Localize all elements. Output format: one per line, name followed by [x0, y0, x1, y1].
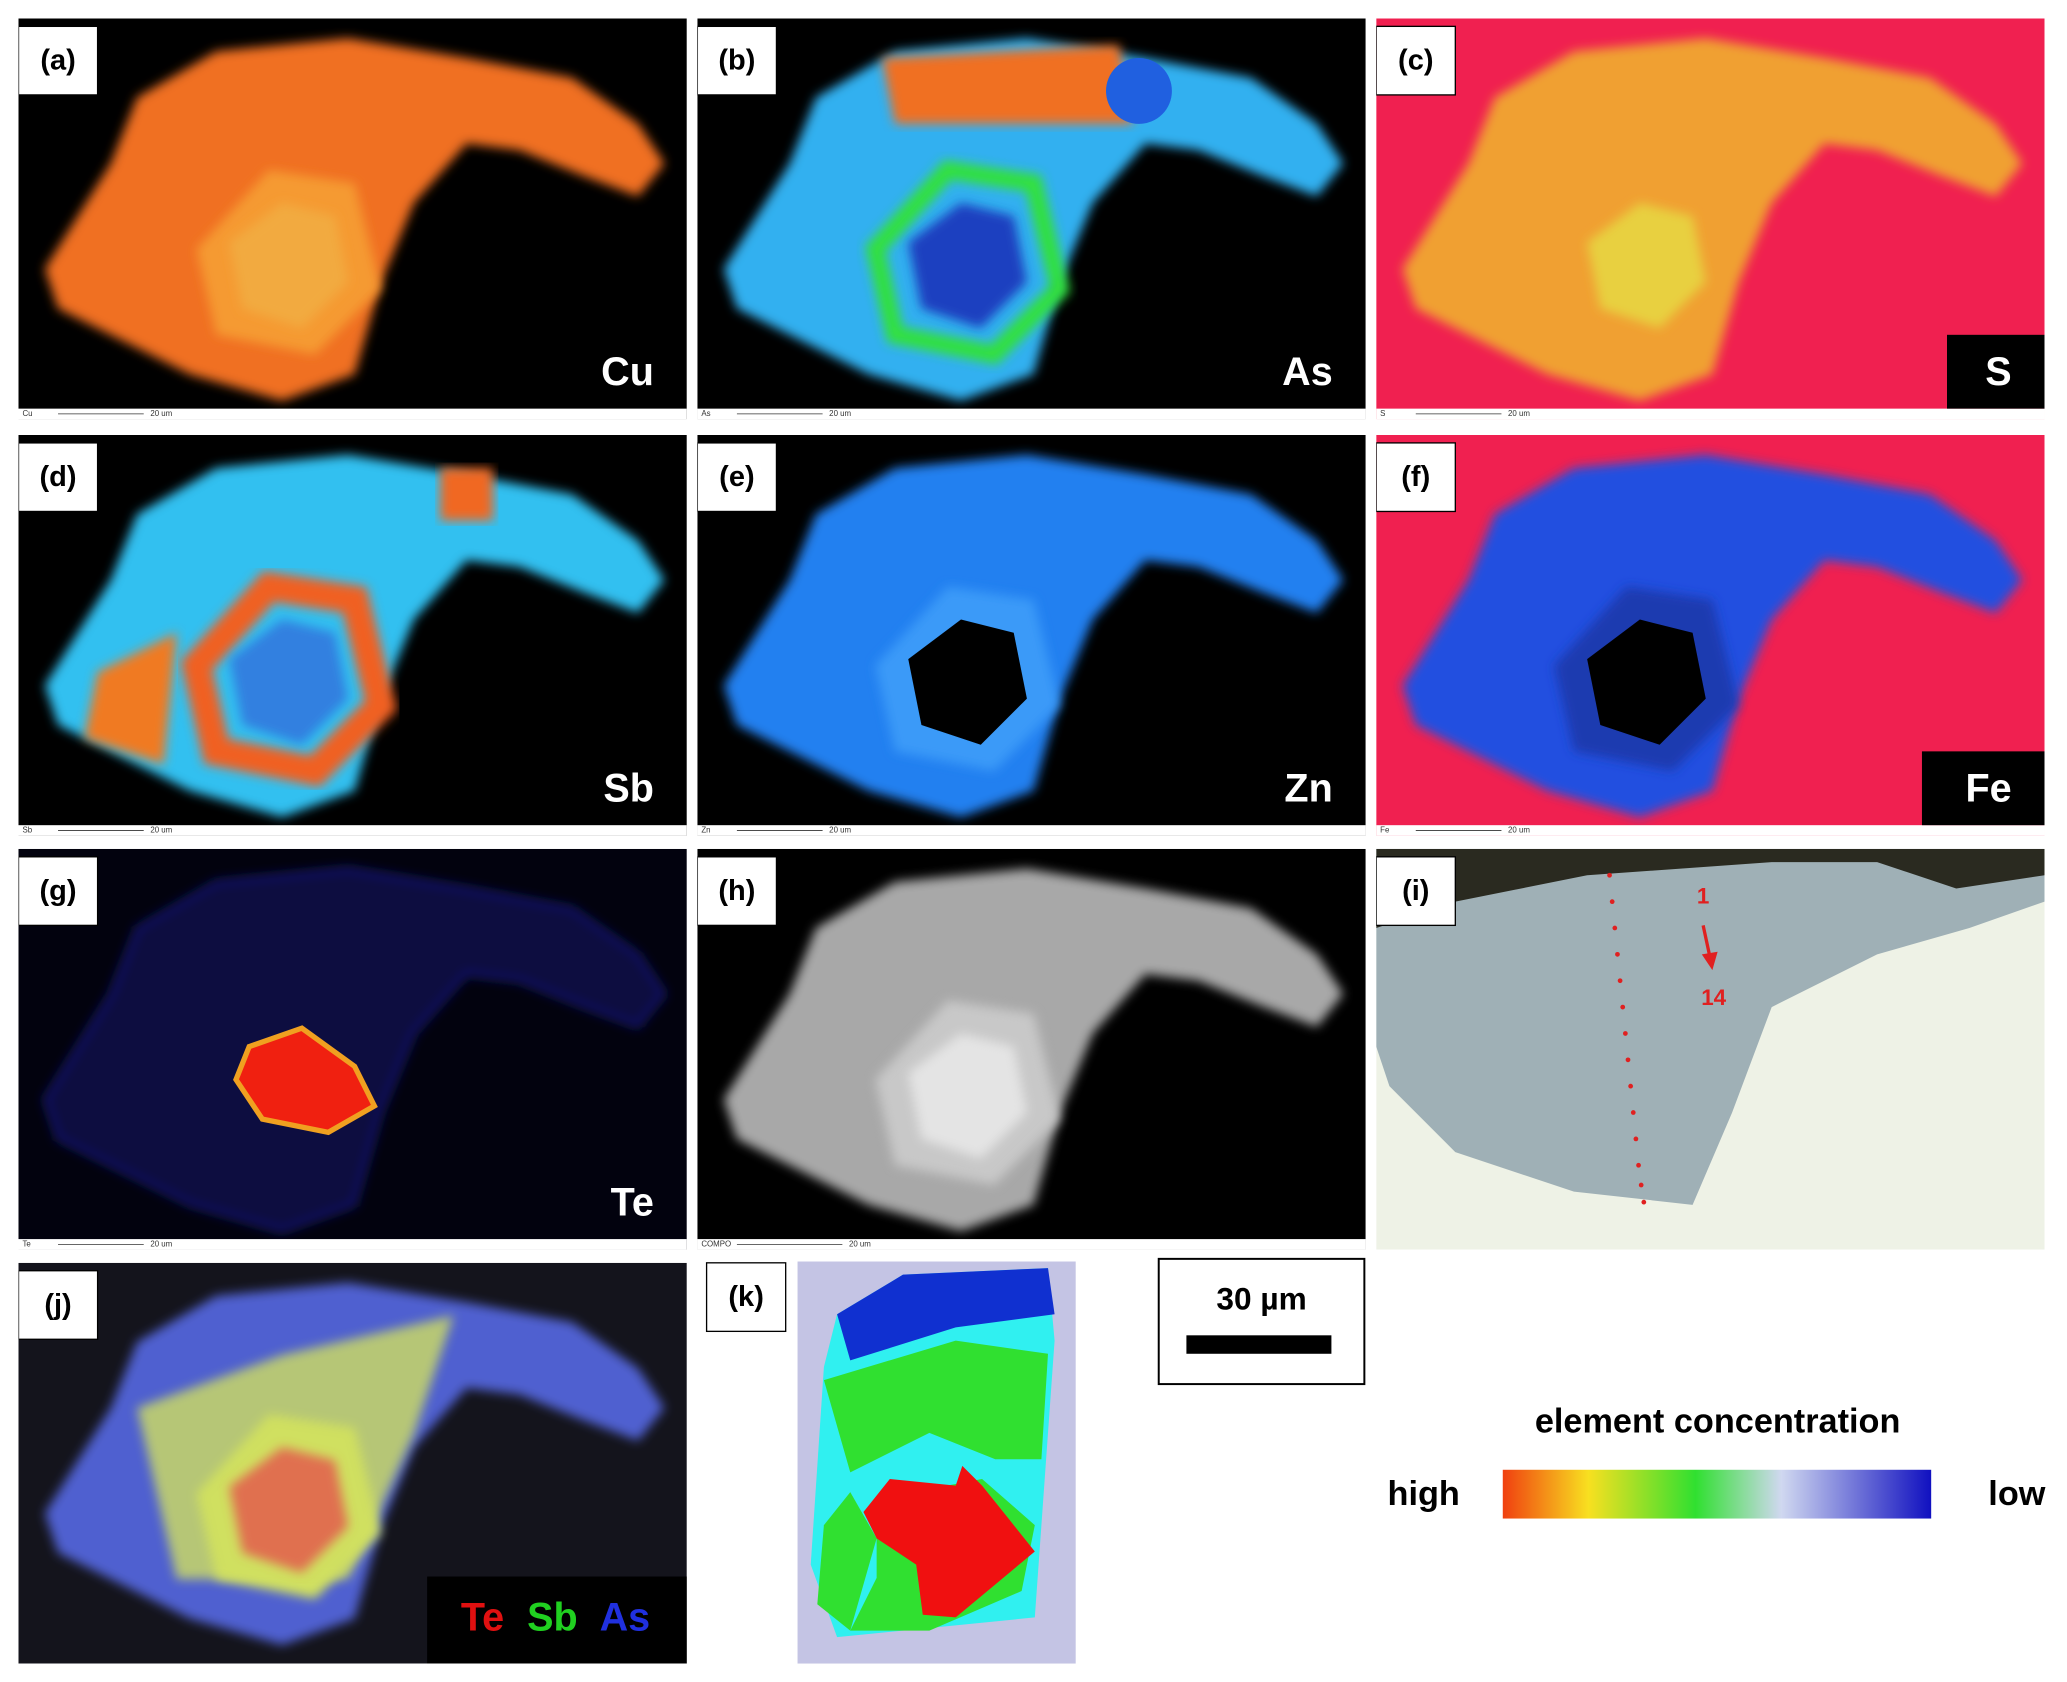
caption: Zn: [701, 826, 710, 835]
end-point: 14: [1701, 985, 1726, 1010]
scale-label: 20 um: [150, 409, 172, 418]
element-label: Fe: [1965, 766, 2011, 810]
legend-low: low: [1988, 1475, 2045, 1513]
caption: As: [701, 409, 710, 418]
scale-label: 20 um: [829, 409, 851, 418]
panel-label: (f): [1401, 461, 1430, 493]
panel-label: (d): [40, 461, 77, 493]
scale-label: 20 um: [1508, 409, 1530, 418]
scale-label: 20 um: [829, 826, 851, 835]
scale-label: 20 um: [150, 1239, 172, 1248]
panel-label: (i): [1402, 875, 1429, 907]
element-label: Te: [611, 1180, 654, 1224]
panel-label: (b): [718, 45, 755, 77]
caption: Cu: [22, 409, 32, 418]
legend-title: element concentration: [1535, 1403, 1901, 1441]
panel-a: Cu 20 um (a) Cu: [18, 18, 687, 420]
channel-label: Te: [461, 1595, 504, 1639]
element-label: As: [1282, 350, 1333, 394]
channel-label: As: [600, 1595, 651, 1639]
panel-label: (h): [718, 875, 755, 907]
panel-g: Te 20 um (g) Te: [18, 848, 687, 1250]
scale-bar-label: 30 µm: [1216, 1280, 1306, 1316]
element-label: Sb: [603, 766, 654, 810]
panel-h: COMPO 20 um (h): [697, 848, 1366, 1250]
scale-box: [1157, 1257, 1366, 1386]
caption: Sb: [22, 826, 32, 835]
panel-f: Fe 20 um (f) Fe: [1376, 435, 2045, 836]
element-label: Zn: [1284, 766, 1332, 810]
scale-label: 20 um: [150, 826, 172, 835]
scale-bar: [1186, 1335, 1332, 1354]
legend-gradient: [1502, 1469, 1932, 1519]
caption: S: [1380, 409, 1385, 418]
caption: Te: [22, 1239, 31, 1248]
panel-label: (g): [40, 875, 77, 907]
panel-k: [797, 1261, 1076, 1664]
panel-e: Zn 20 um (e) Zn: [697, 435, 1366, 836]
panel-b: As 20 um (b) As: [697, 18, 1366, 420]
caption: Fe: [1380, 826, 1390, 835]
channel-label: Sb: [527, 1595, 578, 1639]
element-label: S: [1985, 350, 2011, 394]
caption: COMPO: [701, 1239, 731, 1248]
panel-label: (c): [1398, 45, 1433, 77]
panel-d: Sb 20 um (d) Sb: [18, 435, 687, 836]
panel-i: 1 14 (i): [1376, 848, 2045, 1250]
panel-c: S 20 um (c) S: [1376, 18, 2045, 420]
panel-label: (e): [719, 461, 754, 493]
element-label: Cu: [601, 350, 654, 394]
legend-high: high: [1388, 1475, 1460, 1513]
panel-label: (a): [40, 45, 75, 77]
label-box: [705, 1262, 787, 1333]
scale-label: 20 um: [849, 1239, 871, 1248]
panel-label: (k): [728, 1281, 763, 1313]
scale-label: 20 um: [1508, 826, 1530, 835]
panel-label: (j): [44, 1289, 71, 1321]
start-point: 1: [1697, 884, 1709, 909]
panel-j: Te Sb As (j): [18, 1262, 687, 1664]
